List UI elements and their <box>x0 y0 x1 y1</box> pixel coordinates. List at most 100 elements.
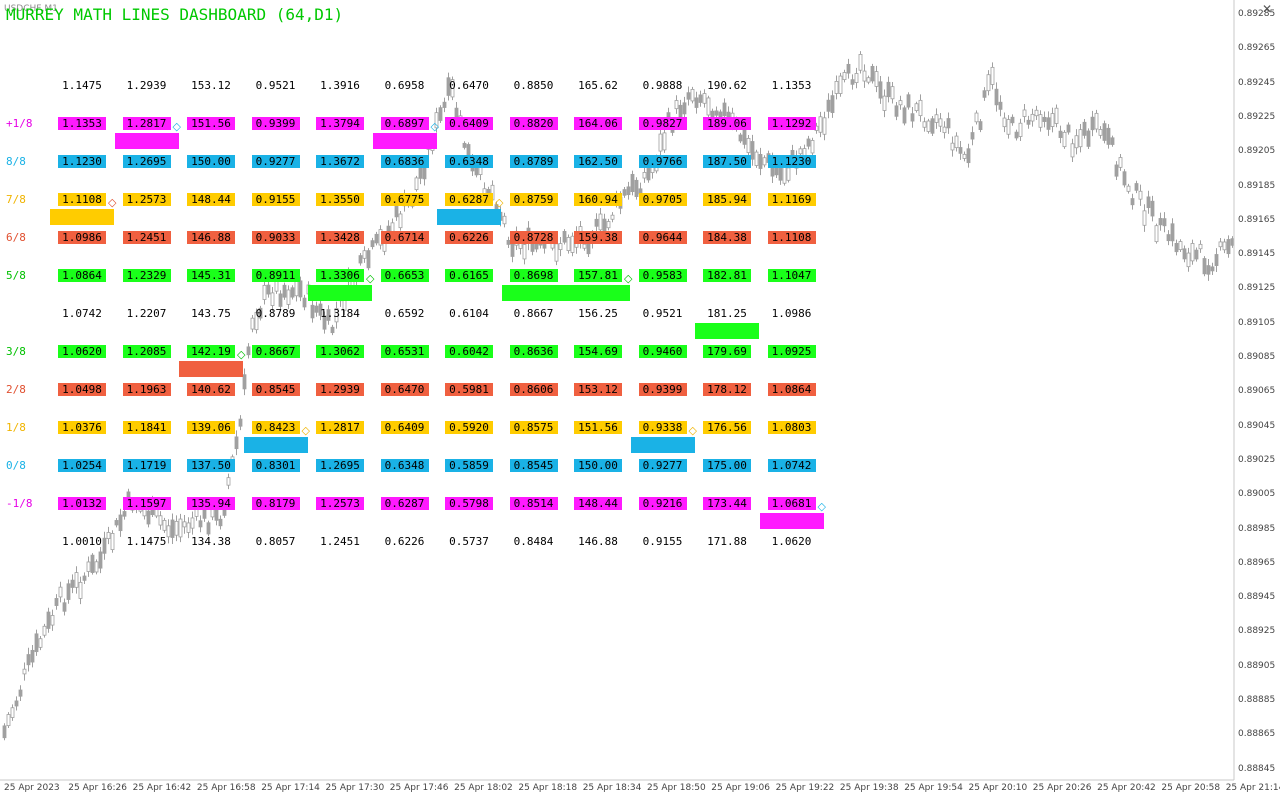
level-value-cell: 1.0498 <box>58 383 106 396</box>
level-value-cell: 0.5981 <box>445 383 493 396</box>
level-value-cell: 0.6287 <box>445 193 493 206</box>
candle-body <box>746 137 751 153</box>
candle-body <box>82 575 87 581</box>
diamond-icon: ◇ <box>430 120 439 133</box>
candle-body <box>626 186 631 196</box>
level-row-label: 7/8 <box>6 193 26 206</box>
level-value-cell: 1.1108 <box>58 193 106 206</box>
level-value-cell: 0.8575 <box>509 421 558 434</box>
candle-body <box>502 215 507 225</box>
diamond-icon: ◇ <box>495 196 504 209</box>
time-tick-label: 25 Apr 16:26 <box>68 783 127 793</box>
candle-body <box>906 94 911 108</box>
candle-body <box>18 689 23 697</box>
candle-body <box>254 311 259 331</box>
candle-body <box>190 517 195 529</box>
level-value-cell: 1.1597 <box>122 497 171 510</box>
diamond-icon: ◇ <box>108 196 117 209</box>
candle-body <box>910 113 915 122</box>
candle-body <box>1018 122 1023 137</box>
level-value-cell: 1.1963 <box>122 383 171 396</box>
candle-body <box>1026 119 1031 125</box>
candle-body <box>926 120 931 132</box>
level-value-cell: 0.6592 <box>384 307 425 320</box>
candle-body <box>1106 127 1111 145</box>
level-value-cell: 1.2573 <box>316 497 364 510</box>
level-value-cell: 0.8514 <box>509 497 558 510</box>
candle-body <box>762 157 767 166</box>
level-value-cell: 0.9155 <box>251 193 300 206</box>
level-value-cell: 0.9521 <box>255 79 296 92</box>
candle-body <box>330 326 335 334</box>
candle-body <box>1214 254 1219 266</box>
candle-body <box>30 649 35 663</box>
candle-body <box>602 218 607 232</box>
level-value-cell: 0.6836 <box>380 155 429 168</box>
diamond-icon: ◇ <box>688 424 697 437</box>
level-value-cell: 0.9827 <box>638 117 687 130</box>
level-value-cell: 139.06 <box>187 421 235 434</box>
price-tick-label: 0.89025 <box>1238 454 1276 465</box>
level-row-label: 2/8 <box>6 383 26 396</box>
level-value-cell: 145.31 <box>187 269 235 282</box>
level-value-cell: 1.2085 <box>122 345 171 358</box>
candle-body <box>1178 241 1183 251</box>
price-tick-label: 0.89145 <box>1238 249 1276 260</box>
level-value-cell: 160.94 <box>574 193 622 206</box>
level-value-cell: 1.2817 <box>122 117 171 130</box>
candle-body <box>1130 198 1135 206</box>
candle-body <box>726 111 731 118</box>
current-price-marker <box>566 285 630 301</box>
candle-body <box>438 107 443 121</box>
candle-body <box>858 54 863 71</box>
candle-body <box>414 177 419 190</box>
current-price-marker <box>243 437 308 453</box>
candle-body <box>54 598 59 606</box>
level-value-cell: 142.19 <box>187 345 235 358</box>
level-value-cell: 0.9277 <box>251 155 300 168</box>
level-value-cell: 0.9644 <box>638 231 687 244</box>
candle-body <box>250 317 255 330</box>
level-value-cell: 175.00 <box>703 459 751 472</box>
level-value-cell: 1.0620 <box>58 345 106 358</box>
level-value-cell: 0.9766 <box>638 155 687 168</box>
level-value-cell: 0.6165 <box>445 269 493 282</box>
candle-body <box>318 303 323 316</box>
candle-body <box>1198 243 1203 250</box>
candle-body <box>994 88 999 106</box>
level-value-cell: 1.0010 <box>62 535 102 548</box>
candle-body <box>266 284 271 295</box>
candle-body <box>1090 116 1095 131</box>
level-value-cell: 1.0986 <box>771 307 812 320</box>
candle-body <box>642 172 647 179</box>
candle-body <box>606 221 611 229</box>
time-tick-label: 25 Apr 16:42 <box>132 783 192 793</box>
close-icon[interactable]: ✕ <box>1261 2 1272 16</box>
level-value-cell: 0.9583 <box>638 269 687 282</box>
level-value-cell: 0.8484 <box>513 535 554 548</box>
current-price-marker <box>630 437 695 453</box>
candle-body <box>1078 129 1083 148</box>
level-value-cell: 0.9521 <box>642 307 683 320</box>
candle-body <box>918 99 923 117</box>
candle-body <box>1038 114 1043 128</box>
price-tick-label: 0.89125 <box>1238 283 1276 294</box>
level-value-cell: 1.3916 <box>320 79 360 92</box>
candle-body <box>834 81 839 94</box>
level-value-cell: 189.06 <box>703 117 751 130</box>
candle-body <box>754 151 759 166</box>
level-value-cell: 0.6653 <box>380 269 429 282</box>
candle-body <box>66 583 71 600</box>
candle-body <box>886 81 891 98</box>
candle-body <box>1074 135 1079 149</box>
candle-body <box>630 173 635 193</box>
candle-body <box>26 654 31 666</box>
candle-body <box>6 714 11 727</box>
time-tick-label: 25 Apr 20:10 <box>968 783 1028 793</box>
candle-body <box>1054 107 1059 124</box>
level-value-cell: 179.69 <box>703 345 751 358</box>
candle-body <box>242 374 247 390</box>
candle-body <box>158 515 163 526</box>
level-value-cell: 148.44 <box>187 193 235 206</box>
candle-body <box>1030 113 1035 122</box>
